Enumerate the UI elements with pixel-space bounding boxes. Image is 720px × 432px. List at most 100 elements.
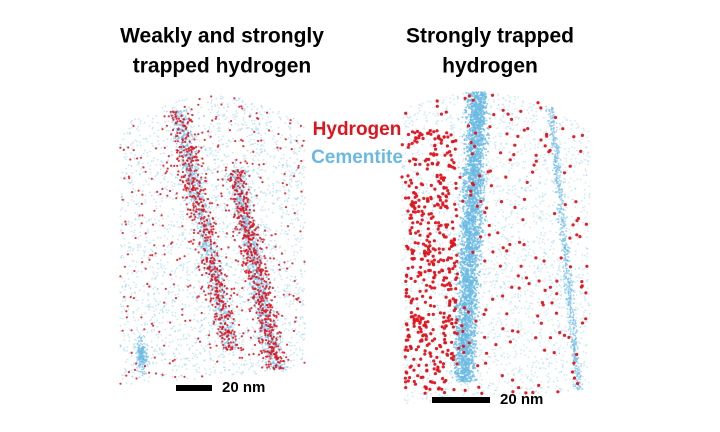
atom	[226, 226, 229, 228]
atom	[156, 262, 159, 265]
atom	[263, 325, 266, 327]
atom	[172, 352, 175, 355]
atom	[217, 356, 220, 358]
atom	[196, 339, 199, 342]
atom	[146, 348, 149, 351]
atom	[177, 137, 180, 140]
atom	[172, 290, 175, 293]
atom	[252, 334, 255, 337]
atom	[239, 128, 241, 131]
atom	[206, 281, 209, 284]
atom	[163, 235, 166, 238]
atom	[188, 347, 191, 349]
atom	[130, 369, 133, 372]
atom	[289, 134, 292, 136]
atom	[139, 134, 141, 137]
atom	[213, 158, 216, 161]
atom	[147, 261, 149, 264]
atom	[218, 247, 221, 249]
atom	[145, 372, 148, 375]
atom	[229, 321, 231, 324]
atom	[185, 285, 188, 288]
atom	[149, 319, 152, 322]
atom	[251, 338, 254, 341]
atom	[297, 289, 300, 291]
atom	[249, 339, 252, 341]
atom	[252, 240, 255, 243]
atom	[225, 110, 228, 112]
atom	[139, 224, 142, 227]
atom	[300, 272, 303, 275]
atom	[200, 305, 203, 308]
atom	[157, 336, 160, 339]
atom	[207, 134, 210, 137]
atom	[182, 218, 185, 221]
atom	[302, 338, 305, 341]
atom	[289, 321, 291, 324]
atom	[283, 289, 285, 292]
atom	[202, 177, 205, 179]
atom	[191, 357, 194, 360]
atom	[174, 270, 177, 272]
atom	[167, 180, 169, 183]
atom	[147, 305, 150, 308]
atom	[173, 213, 176, 216]
atom	[135, 283, 138, 286]
atom	[193, 314, 196, 317]
atom	[247, 287, 250, 289]
atom	[261, 209, 264, 212]
atom	[281, 166, 284, 169]
atom	[133, 291, 136, 294]
atom	[166, 320, 169, 323]
atom	[222, 143, 225, 146]
atom	[285, 303, 288, 305]
atom	[286, 166, 289, 168]
atom	[208, 351, 211, 353]
atom	[179, 124, 182, 127]
atom	[293, 234, 296, 237]
atom	[276, 198, 279, 200]
atom	[253, 272, 257, 276]
atom	[221, 102, 224, 104]
atom	[130, 176, 133, 179]
atom	[234, 178, 237, 181]
atom	[230, 213, 233, 216]
atom	[155, 201, 157, 204]
atom	[190, 142, 193, 145]
atom	[227, 155, 230, 157]
atom	[214, 216, 217, 219]
atom	[238, 289, 240, 291]
atom	[126, 250, 129, 253]
atom	[288, 341, 290, 344]
atom	[173, 300, 176, 302]
atom	[261, 329, 264, 332]
atom	[232, 137, 235, 140]
atom	[217, 166, 219, 169]
atom	[295, 239, 298, 241]
atom	[195, 341, 198, 344]
atom	[143, 216, 146, 219]
atom	[195, 267, 198, 270]
atom	[214, 196, 217, 199]
atom	[137, 125, 140, 128]
atom	[270, 365, 273, 368]
atom	[290, 336, 293, 339]
atom	[255, 281, 258, 284]
atom	[299, 171, 302, 174]
atom	[223, 153, 226, 156]
atom	[288, 290, 291, 293]
atom	[120, 223, 123, 226]
atom	[141, 372, 144, 375]
atom	[126, 272, 129, 275]
atom	[177, 365, 180, 368]
atom	[134, 158, 136, 160]
atom	[178, 288, 180, 291]
atom	[216, 259, 219, 262]
atom	[298, 134, 300, 137]
atom	[232, 373, 235, 376]
atom	[120, 256, 123, 259]
atom	[167, 159, 170, 162]
atom	[160, 351, 163, 354]
atom	[155, 300, 158, 303]
atom	[174, 330, 177, 333]
